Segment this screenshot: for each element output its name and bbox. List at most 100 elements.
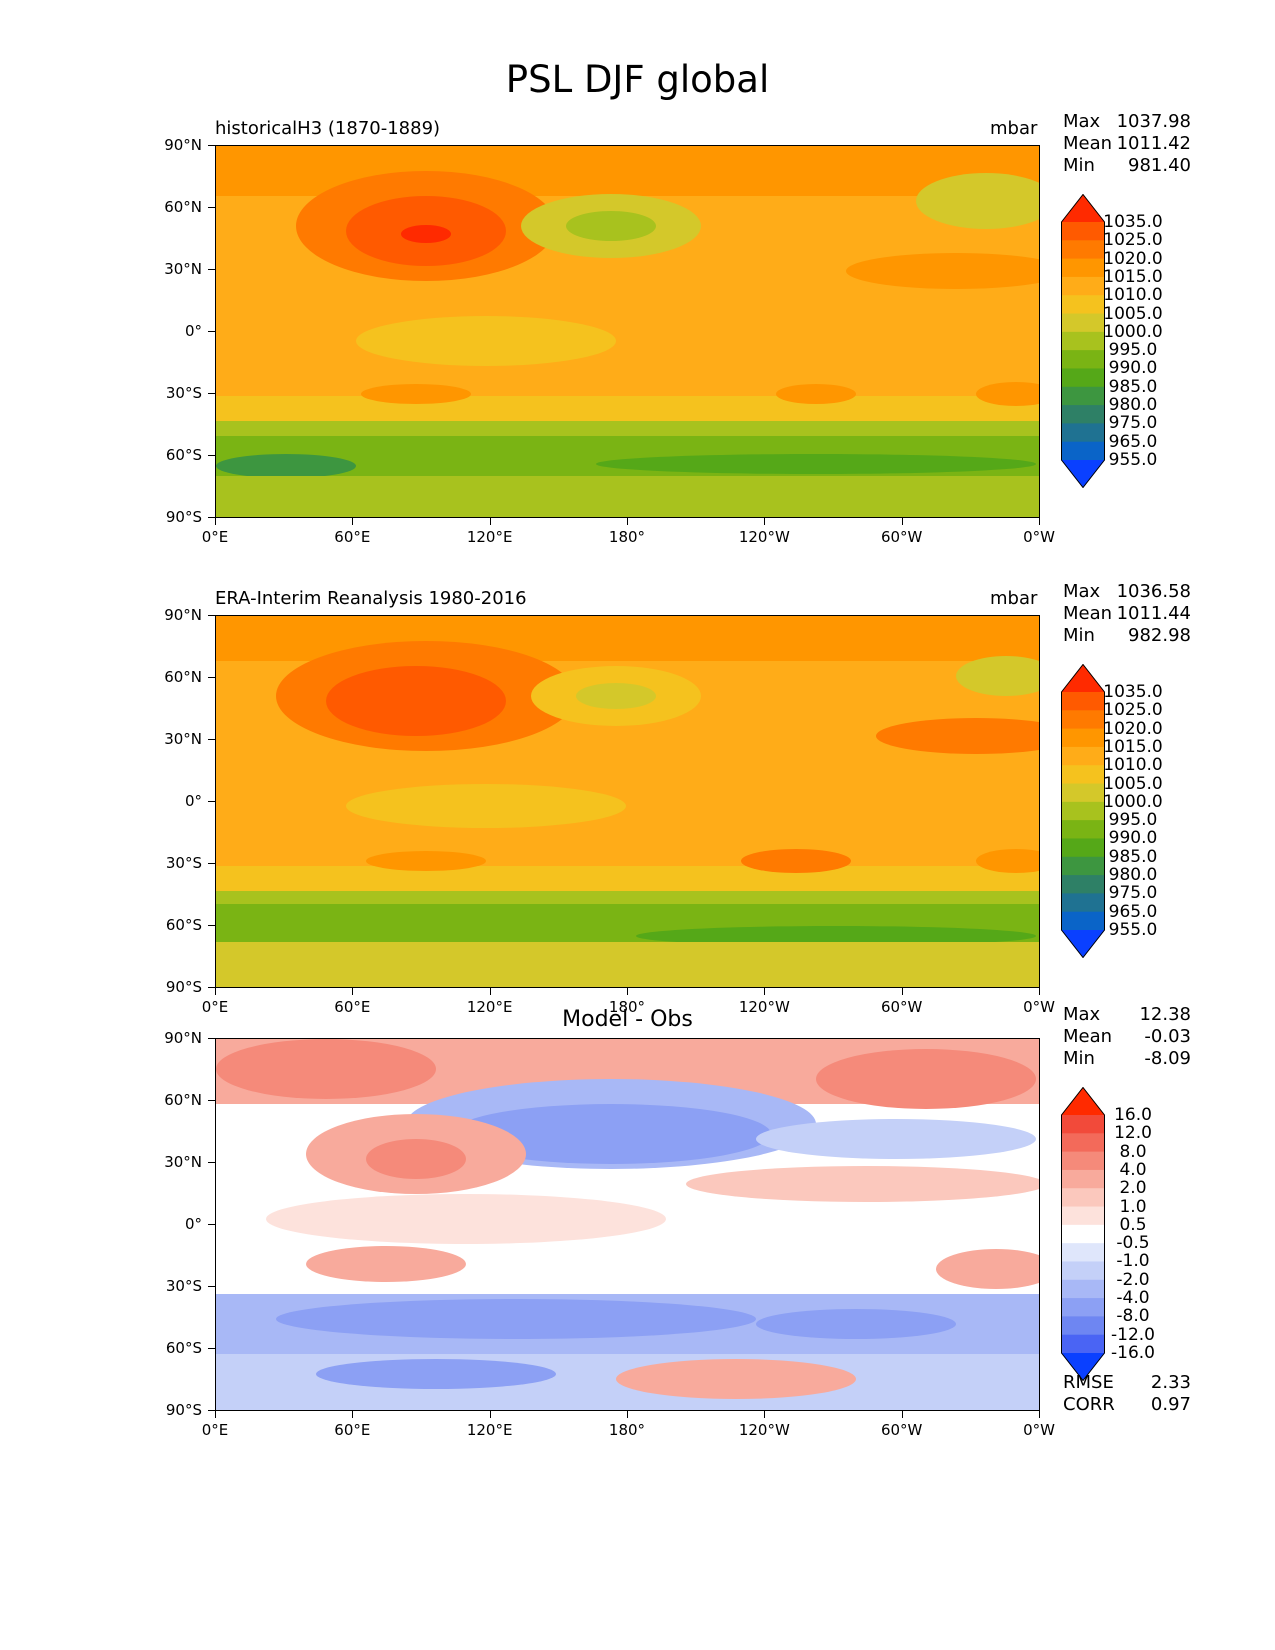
colorbar-swatch bbox=[1061, 856, 1105, 876]
x-tick-mark bbox=[489, 988, 491, 995]
colorbar bbox=[1061, 1086, 1105, 1385]
x-tick-label: 0°E bbox=[201, 1421, 229, 1439]
colorbar-swatch bbox=[1061, 313, 1105, 333]
y-tick-mark bbox=[208, 145, 215, 146]
colorbar-tick-label: -1.0 bbox=[1116, 1251, 1150, 1272]
colorbar-swatch bbox=[1061, 820, 1105, 839]
colorbar-tick-label: 990.0 bbox=[1108, 828, 1158, 849]
x-tick-label: 60°W bbox=[880, 998, 923, 1016]
x-tick-label: 120°W bbox=[738, 998, 790, 1016]
colorbar-bottom-extend bbox=[1061, 1353, 1105, 1381]
colorbar-tick-label: 1025.0 bbox=[1103, 230, 1163, 251]
colorbar-swatch bbox=[1061, 875, 1105, 894]
x-tick-mark bbox=[489, 1411, 491, 1418]
colorbar-swatch bbox=[1061, 423, 1105, 443]
colorbar-tick-label: 0.5 bbox=[1119, 1214, 1147, 1235]
colorbar-top-extend bbox=[1061, 194, 1105, 222]
colorbar-tick-label: 1015.0 bbox=[1103, 266, 1163, 287]
colorbar-swatch bbox=[1061, 1334, 1105, 1354]
colorbar-swatch bbox=[1061, 765, 1105, 785]
x-tick-label: 0°E bbox=[201, 528, 229, 546]
stat-mean-value: -0.03 bbox=[1144, 1026, 1191, 1047]
rmse-value: 2.33 bbox=[1150, 1372, 1191, 1393]
x-tick-mark bbox=[215, 518, 216, 525]
colorbar-tick-label: -16.0 bbox=[1111, 1343, 1155, 1363]
map-field bbox=[216, 1039, 1039, 1410]
stat-max-value: 12.38 bbox=[1139, 1004, 1191, 1025]
x-tick-label: 60°E bbox=[334, 1421, 371, 1439]
colorbar-tick-label: 975.0 bbox=[1108, 883, 1158, 904]
colorbar-tick-label: 980.0 bbox=[1108, 865, 1158, 886]
y-tick-mark bbox=[208, 331, 215, 332]
colorbar-tick-label: 1000.0 bbox=[1103, 321, 1163, 342]
y-tick-label: 60°S bbox=[165, 916, 202, 934]
y-tick-mark bbox=[208, 1286, 215, 1287]
y-tick-mark bbox=[208, 393, 215, 394]
y-tick-label: 30°N bbox=[164, 1153, 202, 1171]
colorbar-swatch bbox=[1061, 1115, 1105, 1134]
y-tick-mark bbox=[208, 739, 215, 740]
colorbar-tick-label: 1025.0 bbox=[1103, 700, 1163, 721]
x-tick-mark bbox=[352, 1411, 354, 1418]
colorbar-tick-label: 1035.0 bbox=[1103, 682, 1163, 702]
x-tick-label: 180° bbox=[608, 998, 646, 1016]
stat-mean-value: 1011.42 bbox=[1116, 133, 1191, 154]
colorbar-swatch bbox=[1061, 1261, 1105, 1281]
y-tick-mark bbox=[208, 517, 215, 518]
colorbar-swatch bbox=[1061, 1279, 1105, 1299]
colorbar-tick-label: -0.5 bbox=[1116, 1233, 1150, 1254]
x-tick-label: 120°W bbox=[738, 528, 790, 546]
colorbar-bottom-extend bbox=[1061, 930, 1105, 958]
colorbar-tick-label: 1010.0 bbox=[1103, 285, 1163, 306]
colorbar-tick-label: 985.0 bbox=[1108, 376, 1158, 397]
x-tick-label: 120°W bbox=[738, 1421, 790, 1439]
x-tick-mark bbox=[764, 1411, 766, 1418]
colorbar-swatch bbox=[1061, 783, 1105, 803]
y-tick-mark bbox=[208, 1224, 215, 1225]
x-tick-mark bbox=[627, 988, 628, 995]
colorbar-tick-label: 2.0 bbox=[1119, 1178, 1147, 1199]
x-tick-label: 180° bbox=[608, 528, 646, 546]
panel-title: Model - Obs bbox=[562, 1007, 693, 1032]
colorbar-tick-label: -8.0 bbox=[1116, 1306, 1150, 1327]
colorbar-tick-label: 990.0 bbox=[1108, 358, 1158, 379]
colorbar-swatch bbox=[1061, 222, 1105, 241]
colorbar-swatch bbox=[1061, 1133, 1105, 1153]
stat-mean-label: Mean bbox=[1063, 133, 1113, 154]
colorbar-swatch bbox=[1061, 893, 1105, 913]
x-tick-label: 60°E bbox=[334, 998, 371, 1016]
colorbar-tick-label: -2.0 bbox=[1116, 1269, 1150, 1290]
units-label: mbar bbox=[990, 118, 1038, 139]
y-tick-mark bbox=[208, 1162, 215, 1163]
x-tick-label: 0°W bbox=[1023, 528, 1055, 546]
colorbar-swatch bbox=[1061, 1169, 1105, 1189]
x-tick-mark bbox=[764, 518, 766, 525]
colorbar-tick-label: 955.0 bbox=[1108, 920, 1158, 940]
colorbar-swatch bbox=[1061, 1298, 1105, 1317]
x-tick-mark bbox=[215, 988, 216, 995]
colorbar-swatch bbox=[1061, 258, 1105, 278]
y-tick-label: 0° bbox=[184, 322, 202, 340]
y-tick-mark bbox=[208, 925, 215, 926]
stats-box: Max 12.38 Mean -0.03 Min -8.09 bbox=[1063, 1004, 1191, 1070]
colorbar-tick-label: -4.0 bbox=[1116, 1288, 1150, 1309]
x-tick-mark bbox=[1039, 518, 1040, 525]
colorbar-svg bbox=[1061, 663, 1105, 959]
colorbar-bottom-extend bbox=[1061, 460, 1105, 488]
x-tick-label: 120°E bbox=[466, 528, 513, 546]
stat-max-label: Max bbox=[1063, 1004, 1101, 1025]
y-tick-label: 90°N bbox=[164, 136, 202, 154]
colorbar-swatch bbox=[1061, 386, 1105, 406]
colorbar-tick-label: 1020.0 bbox=[1103, 248, 1163, 269]
x-tick-label: 60°W bbox=[880, 1421, 923, 1439]
colorbar-swatch bbox=[1061, 710, 1105, 730]
stats-box: Max 1037.98 Mean 1011.42 Min 981.40 bbox=[1063, 111, 1191, 177]
colorbar-tick-label: -12.0 bbox=[1111, 1324, 1155, 1345]
colorbar-tick-label: 965.0 bbox=[1108, 431, 1158, 452]
x-tick-mark bbox=[489, 518, 491, 525]
colorbar-tick-label: 8.0 bbox=[1119, 1141, 1147, 1162]
map-plot-area bbox=[215, 145, 1040, 518]
corr-value: 0.97 bbox=[1150, 1394, 1191, 1415]
x-tick-label: 60°E bbox=[334, 528, 371, 546]
x-tick-label: 60°W bbox=[880, 528, 923, 546]
